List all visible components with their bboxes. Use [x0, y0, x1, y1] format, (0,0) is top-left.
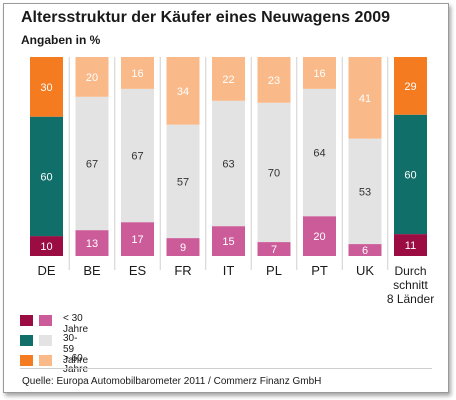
source-note: Quelle: Europa Automobilbarometer 2011 /… [22, 376, 322, 387]
bar-segment-old [303, 57, 336, 89]
legend-swatch-dark-old [20, 355, 33, 366]
legend-swatch-light-old [39, 355, 52, 366]
legend-label-mid: 30-59 Jahre [63, 333, 89, 366]
bar-segment-young [30, 236, 63, 256]
data-label: 60 [40, 171, 52, 183]
data-label: 41 [359, 93, 371, 105]
data-label: 63 [222, 158, 234, 170]
category-label: IT [223, 263, 235, 278]
category-label: UK [356, 263, 374, 278]
category-label: BE [83, 263, 101, 278]
bar-segment-young [394, 234, 427, 256]
category-label: schnitt [393, 278, 428, 292]
bar-segment-old [348, 57, 382, 139]
data-label: 53 [359, 186, 371, 198]
bar-segment-old [394, 57, 427, 115]
data-label: 16 [131, 68, 143, 80]
bar-segment-old [212, 57, 245, 101]
data-label: 64 [313, 148, 325, 160]
category-label: DE [37, 263, 55, 278]
legend-label-old: > 60 Jahre [63, 353, 89, 375]
bar-segment-mid [75, 96, 109, 231]
chart-subtitle: Angaben in % [21, 33, 101, 47]
data-label: 20 [86, 72, 98, 84]
category-label: PT [311, 263, 328, 278]
bar-segment-old [257, 57, 291, 103]
data-label: 13 [86, 238, 98, 250]
data-label: 16 [313, 68, 325, 80]
source-divider [20, 368, 432, 369]
data-label: 15 [222, 236, 234, 248]
chart-title: Altersstruktur der Käufer eines Neuwagen… [21, 9, 391, 26]
data-label: 60 [404, 169, 416, 181]
data-label: 30 [40, 82, 52, 94]
bar-segment-mid [30, 116, 63, 237]
legend-swatch-light-mid [39, 335, 52, 346]
data-label: 11 [405, 240, 416, 252]
data-label: 10 [40, 241, 52, 253]
bar-segment-mid [348, 138, 382, 245]
bar-segment-mid [166, 124, 200, 239]
legend-swatch-light-young [39, 315, 52, 326]
category-label: ES [129, 263, 147, 278]
legend-swatch-dark-mid [20, 335, 33, 346]
data-label: 67 [131, 151, 143, 163]
category-label: FR [174, 263, 191, 278]
bar-segment-young [166, 238, 200, 256]
data-label: 22 [222, 74, 234, 86]
bar-segment-mid [257, 102, 291, 243]
legend-swatch-dark-young [20, 315, 33, 326]
data-label: 20 [313, 231, 325, 243]
data-label: 67 [86, 158, 98, 170]
bar-segment-mid [303, 88, 336, 217]
data-label: 9 [180, 242, 186, 254]
data-label: 34 [177, 86, 189, 98]
data-label: 6 [362, 245, 368, 257]
data-label: 29 [404, 81, 416, 93]
category-label: PL [266, 263, 282, 278]
data-label: 57 [177, 176, 189, 188]
category-label: 8 Länder [387, 292, 434, 306]
bar-segment-old [75, 57, 109, 97]
bar-segment-young [348, 244, 382, 256]
bar-segment-young [257, 242, 291, 256]
data-label: 70 [268, 167, 280, 179]
category-label: Durch [394, 264, 426, 278]
bar-segment-young [212, 226, 245, 256]
bar-segment-young [303, 216, 336, 256]
bar-segment-young [75, 230, 109, 256]
bar-segment-mid [394, 114, 427, 235]
bar-segment-mid [121, 88, 154, 223]
data-label: 7 [271, 244, 277, 256]
bar-segment-old [121, 57, 154, 89]
data-label: 23 [268, 75, 280, 87]
bar-segment-young [121, 222, 154, 256]
bar-segment-old [166, 57, 200, 125]
bar-segment-mid [212, 100, 245, 227]
data-label: 17 [131, 234, 143, 246]
legend-label-young: < 30 Jahre [63, 313, 89, 335]
bar-segment-old [30, 57, 63, 117]
